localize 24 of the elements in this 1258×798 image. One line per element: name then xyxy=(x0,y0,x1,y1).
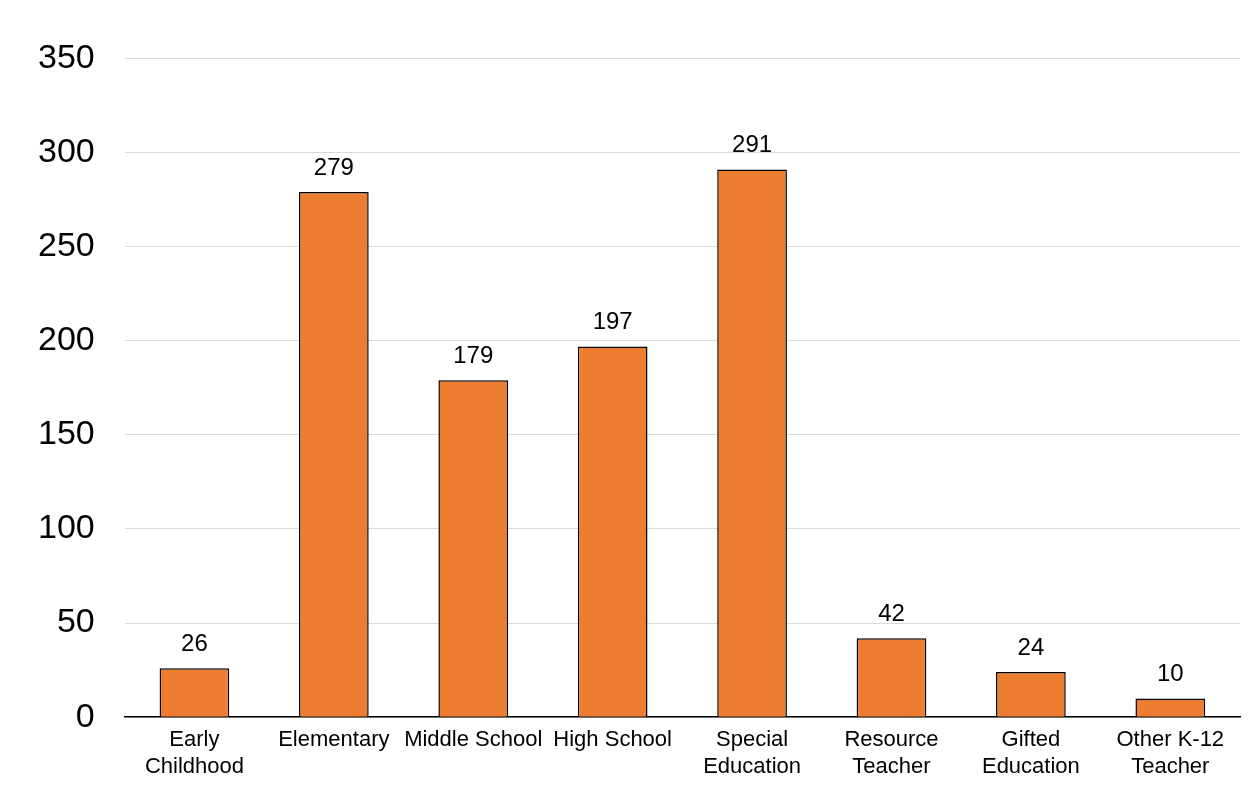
y-tick-label: 200 xyxy=(37,319,95,358)
data-label: 24 xyxy=(1017,632,1045,660)
data-label: 179 xyxy=(453,340,494,368)
y-tick-label: 350 xyxy=(37,36,95,75)
y-tick-label: 50 xyxy=(56,601,95,640)
data-label: 10 xyxy=(1156,659,1184,686)
y-tick-label: 100 xyxy=(37,507,95,546)
data-label: 279 xyxy=(313,152,354,180)
data-label: 26 xyxy=(181,628,208,656)
x-tick-label: Early Childhood xyxy=(144,726,244,778)
y-tick-label: 300 xyxy=(37,130,95,169)
data-label: 42 xyxy=(878,598,905,626)
x-tick-label: Middle School xyxy=(404,726,543,752)
y-tick-label: 150 xyxy=(37,413,95,452)
x-tick-label: Other K-12 Teacher xyxy=(1116,726,1225,778)
data-label: 197 xyxy=(592,307,633,335)
y-tick-label: 0 xyxy=(75,695,95,734)
x-tick-label: High School xyxy=(553,726,672,752)
x-tick-label: Special Education xyxy=(703,726,801,778)
data-label: 291 xyxy=(732,130,773,158)
x-tick-label: Gifted Education xyxy=(981,726,1080,778)
x-tick-label: Resource Teacher xyxy=(844,726,939,778)
x-tick-label: Elementary xyxy=(278,726,390,752)
y-tick-label: 250 xyxy=(37,225,95,263)
